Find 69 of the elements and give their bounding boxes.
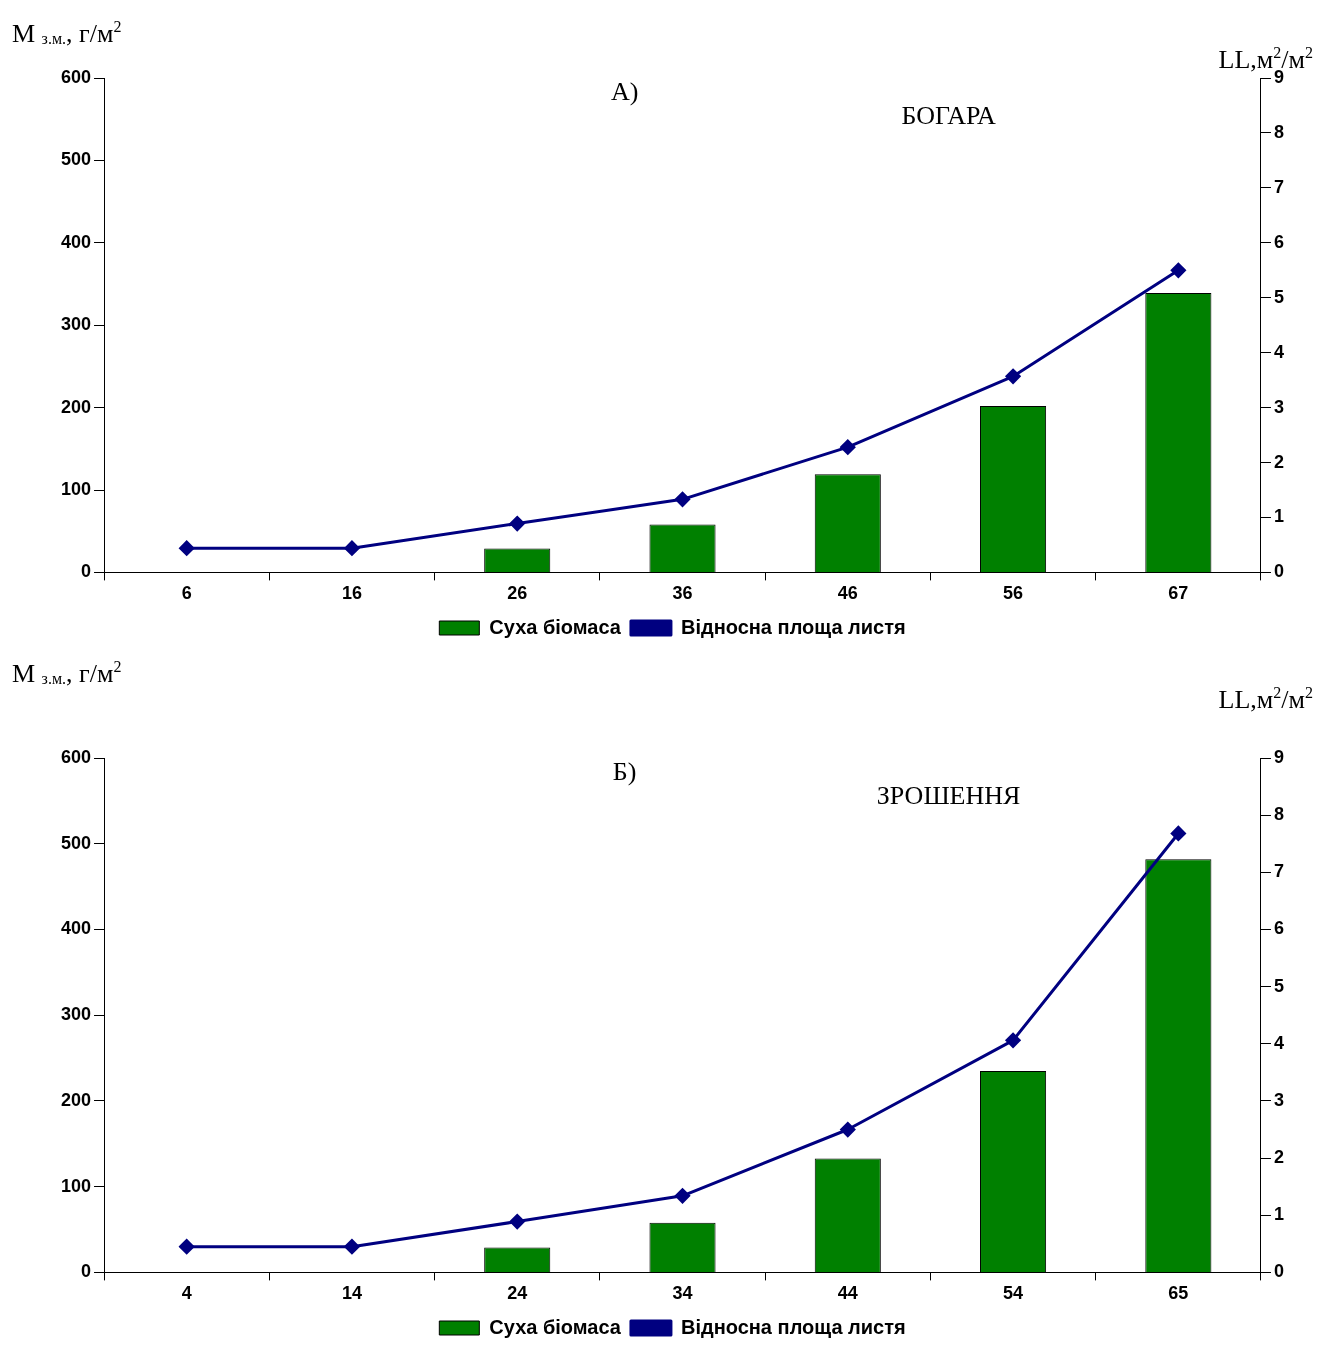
x-tick-label: 26 (507, 583, 528, 604)
text: ЗРОШЕННЯ (876, 781, 1021, 810)
point (179, 1239, 195, 1255)
point (179, 540, 195, 556)
x-tick-label: 34 (672, 1283, 693, 1304)
y2-tick-label: 6 (1273, 918, 1284, 939)
x-tick-label: 36 (672, 583, 693, 604)
x-tick-label: 67 (1168, 583, 1189, 604)
y-tick-label: 200 (60, 1089, 92, 1110)
text: БОГАРА (901, 101, 997, 130)
legend-label: Відносна площа листя (680, 1315, 906, 1338)
y-tick-label: 500 (60, 149, 92, 170)
y-tick-label: 300 (60, 314, 92, 335)
x-tick-label: 16 (341, 583, 362, 604)
point (1005, 1032, 1021, 1048)
y2-tick-label: 5 (1273, 975, 1284, 996)
point (344, 540, 360, 556)
y-tick-label: 0 (81, 561, 92, 582)
y2-tick-label: 4 (1273, 1032, 1284, 1053)
y2-tick-label: 2 (1273, 451, 1284, 472)
x-tick-label: 65 (1168, 1283, 1189, 1304)
y2-tick-label: 4 (1273, 341, 1284, 362)
y2-tick-label: 1 (1273, 506, 1284, 527)
y2-tick-label: 2 (1273, 1147, 1284, 1168)
y2-tick-label: 3 (1273, 396, 1284, 417)
y-tick-label: 0 (81, 1261, 92, 1282)
y-tick-label: 400 (60, 918, 92, 939)
y2-tick-label: 9 (1273, 746, 1284, 767)
point (675, 491, 691, 507)
y2-tick-label: 5 (1273, 286, 1284, 307)
y2-tick-label: 7 (1273, 176, 1284, 197)
y2-tick-label: 8 (1273, 121, 1284, 142)
y-tick-label: 400 (60, 231, 92, 252)
x-tick-label: 44 (837, 1283, 858, 1304)
x-tick-label: 4 (181, 1283, 192, 1304)
point (509, 516, 525, 532)
x-tick-label: 6 (181, 583, 192, 604)
point (840, 1122, 856, 1138)
legend-label: Суха біомаса (489, 615, 622, 638)
y-tick-label: 600 (60, 66, 92, 87)
y2-tick-label: 6 (1273, 231, 1284, 252)
y-tick-label: 600 (60, 746, 92, 767)
y2-tick-label: 1 (1273, 1204, 1284, 1225)
point (840, 439, 856, 455)
legend-label: Суха біомаса (489, 1315, 622, 1338)
point (1170, 825, 1186, 841)
y-tick-label: 500 (60, 832, 92, 853)
y-tick-label: 100 (60, 1175, 92, 1196)
chart-title: Б) (612, 757, 637, 786)
point (344, 1239, 360, 1255)
y-tick-label: 100 (60, 478, 92, 499)
y2-tick-label: 8 (1273, 804, 1284, 825)
y2-tick-label: 7 (1273, 861, 1284, 882)
x-tick-label: 46 (837, 583, 858, 604)
y-tick-label: 300 (60, 1004, 92, 1025)
point (509, 1214, 525, 1230)
point (675, 1188, 691, 1204)
x-tick-label: 24 (507, 1283, 528, 1304)
x-tick-label: 14 (341, 1283, 362, 1304)
y-tick-label: 200 (60, 396, 92, 417)
x-tick-label: 54 (1003, 1283, 1024, 1304)
point (1170, 262, 1186, 278)
point (1005, 368, 1021, 384)
y2-tick-label: 0 (1273, 561, 1284, 582)
chart-title: А) (610, 77, 639, 106)
y2-tick-label: 3 (1273, 1089, 1284, 1110)
legend-label: Відносна площа листя (680, 615, 906, 638)
x-tick-label: 56 (1003, 583, 1024, 604)
y2-tick-label: 0 (1273, 1261, 1284, 1282)
